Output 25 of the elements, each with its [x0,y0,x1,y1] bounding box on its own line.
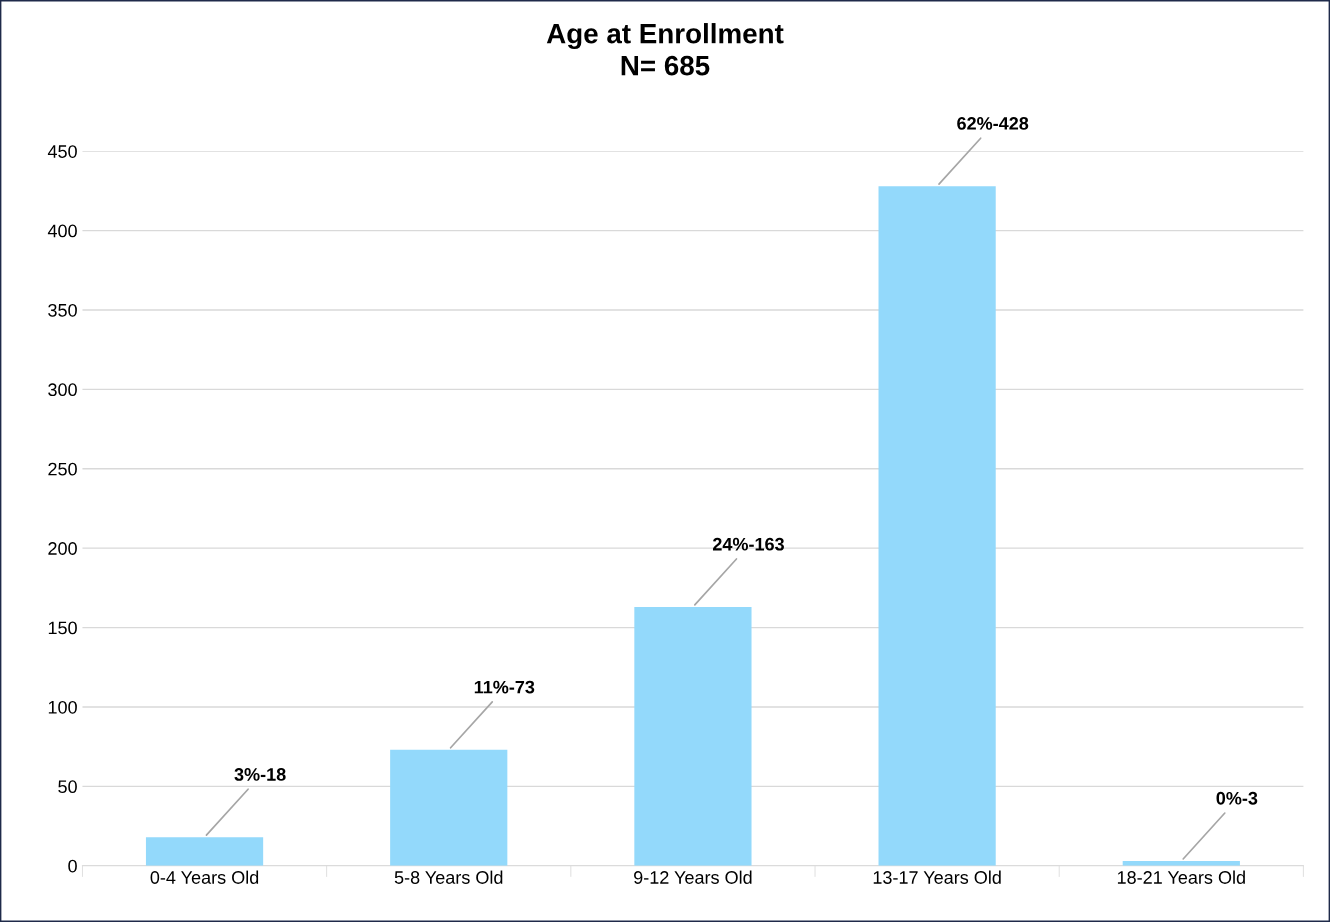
y-tick-label: 350 [48,303,77,317]
y-tick-label: 250 [48,462,77,476]
x-tick-label: 18-21 Years Old [1117,870,1245,884]
y-tick-label: 400 [47,224,77,238]
annotation: 11%-73 [474,680,535,694]
annotation: 24%-163 [712,537,784,551]
chart-title: Age at Enrollment N= 685 [546,23,784,76]
y-tick-label: 150 [48,621,77,635]
y-tick-label: 0 [68,859,77,873]
y-tick-label: 450 [47,145,77,158]
bar [634,606,752,866]
bar [878,186,996,866]
x-tick-label: 0-4 Years Old [150,870,259,884]
y-tick-label: 200 [48,542,77,555]
x-tick-label: 9-12 Years Old [634,870,752,884]
x-tick-label: 13-17 Years Old [873,870,1001,884]
annotation: 62%-428 [957,117,1029,130]
annotation: 3%-18 [234,768,286,781]
y-tick-label: 300 [48,383,77,397]
bar [145,837,264,866]
bar [390,749,508,866]
y-tick-label: 100 [48,700,77,714]
annotation: 0%-3 [1216,791,1258,805]
x-tick-label: 5-8 Years Old [394,870,503,884]
y-tick-label: 50 [58,780,77,794]
